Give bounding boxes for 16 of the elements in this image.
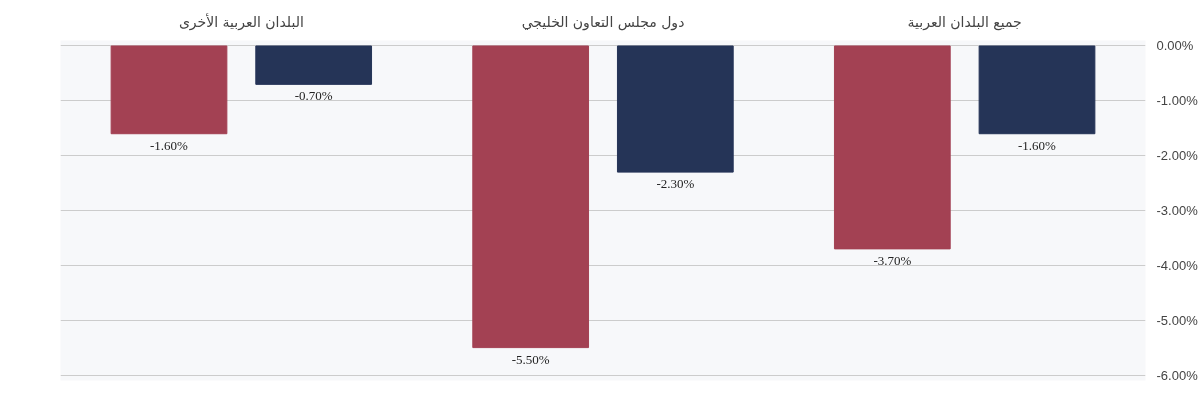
y-tick-label: -5.00%	[1156, 312, 1199, 328]
y-tick-label: 0.00%	[1156, 38, 1194, 54]
data-label: -5.50%	[511, 351, 550, 367]
y-tick-label: -4.00%	[1156, 257, 1199, 273]
data-label: -1.60%	[150, 137, 189, 153]
y-tick-label: -2.00%	[1156, 148, 1199, 164]
y-tick-label: -1.00%	[1156, 93, 1199, 109]
x-tick-label: دول مجلس التعاون الخليجي	[521, 13, 685, 31]
y-tick-label: -3.00%	[1156, 203, 1199, 218]
y-tick-label: -6.00%	[1156, 367, 1199, 383]
x-tick-label: جميع البلدان العربية	[907, 13, 1022, 31]
data-label: -3.70%	[873, 252, 912, 268]
data-label: -1.60%	[1018, 137, 1057, 153]
x-tick-label: البلدان العربية الأخرى	[178, 12, 304, 31]
data-label: -0.70%	[294, 88, 333, 104]
data-label: -2.30%	[656, 176, 695, 192]
